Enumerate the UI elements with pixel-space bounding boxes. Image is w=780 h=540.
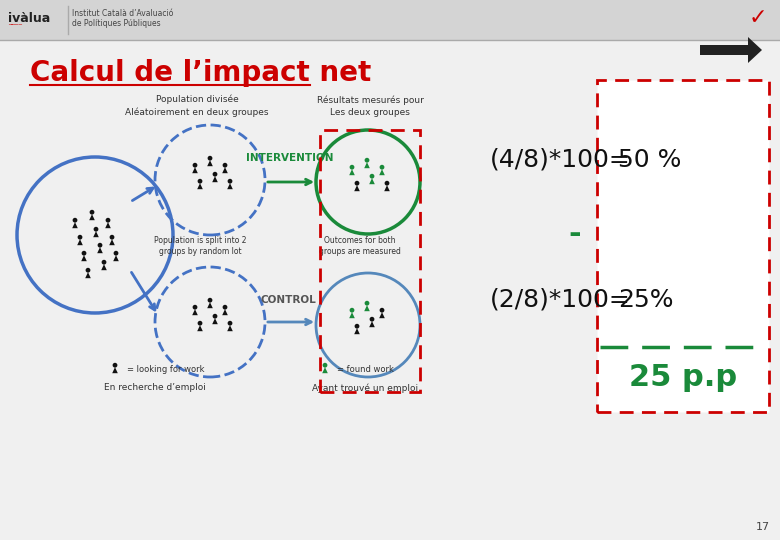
Text: INTERVENTION: INTERVENTION <box>246 153 334 163</box>
Circle shape <box>222 305 228 309</box>
Polygon shape <box>77 239 83 245</box>
Circle shape <box>101 260 106 265</box>
Polygon shape <box>192 309 198 315</box>
Circle shape <box>197 321 202 326</box>
Polygon shape <box>222 309 228 315</box>
Polygon shape <box>197 183 203 189</box>
Text: CONTROL: CONTROL <box>260 295 316 305</box>
Polygon shape <box>93 231 99 237</box>
Polygon shape <box>109 239 115 245</box>
Circle shape <box>112 363 118 368</box>
Polygon shape <box>192 167 198 173</box>
Circle shape <box>114 251 119 255</box>
Text: = found work: = found work <box>337 366 394 375</box>
Text: Calcul de l’impact net: Calcul de l’impact net <box>30 59 371 87</box>
Circle shape <box>213 314 218 319</box>
Polygon shape <box>212 176 218 182</box>
FancyBboxPatch shape <box>0 0 780 40</box>
Polygon shape <box>369 178 375 184</box>
Text: Résultats mesurés pour
Les deux groupes: Résultats mesurés pour Les deux groupes <box>317 96 424 117</box>
Circle shape <box>355 324 360 329</box>
Circle shape <box>323 363 328 368</box>
Circle shape <box>380 165 385 170</box>
Circle shape <box>94 227 98 232</box>
Circle shape <box>207 156 212 160</box>
Polygon shape <box>105 222 111 228</box>
Circle shape <box>90 210 94 214</box>
Polygon shape <box>385 185 390 191</box>
Polygon shape <box>227 325 232 331</box>
Circle shape <box>385 181 389 186</box>
Polygon shape <box>222 167 228 173</box>
Polygon shape <box>81 255 87 261</box>
Circle shape <box>193 163 197 167</box>
Circle shape <box>86 268 90 273</box>
Polygon shape <box>113 255 119 261</box>
Circle shape <box>207 298 212 302</box>
Circle shape <box>364 301 370 306</box>
Polygon shape <box>354 328 360 334</box>
Text: Ayant trouvé un emploi: Ayant trouvé un emploi <box>312 383 418 393</box>
Polygon shape <box>349 169 355 175</box>
Polygon shape <box>364 305 370 311</box>
Circle shape <box>228 179 232 184</box>
Text: de Polítiques Públiques: de Polítiques Públiques <box>72 19 161 29</box>
Circle shape <box>73 218 77 222</box>
Circle shape <box>355 181 360 186</box>
Polygon shape <box>354 185 360 191</box>
Circle shape <box>197 179 202 184</box>
Polygon shape <box>364 162 370 168</box>
Circle shape <box>349 165 354 170</box>
Circle shape <box>370 317 374 322</box>
Text: (2/8)*100=: (2/8)*100= <box>490 288 631 312</box>
Polygon shape <box>98 247 103 253</box>
Text: Population is split into 2
groups by random lot: Population is split into 2 groups by ran… <box>154 236 246 256</box>
Text: Outcomes for both
groups are measured: Outcomes for both groups are measured <box>319 236 401 256</box>
Text: En recherche d’emploi: En recherche d’emploi <box>104 383 206 393</box>
Polygon shape <box>349 312 355 318</box>
Text: Institut Català d’Avaluació: Institut Català d’Avaluació <box>72 10 173 18</box>
Polygon shape <box>89 214 95 220</box>
Polygon shape <box>700 37 762 63</box>
Polygon shape <box>112 367 118 373</box>
Text: 25 p.p: 25 p.p <box>629 362 737 392</box>
FancyBboxPatch shape <box>597 80 769 412</box>
Text: -: - <box>569 220 581 249</box>
Text: ____: ____ <box>8 19 22 25</box>
Text: = looking for work: = looking for work <box>127 366 204 375</box>
Text: Population divisée
Aléatoirement en deux groupes: Population divisée Aléatoirement en deux… <box>126 95 269 117</box>
Circle shape <box>82 251 87 255</box>
Polygon shape <box>369 321 375 327</box>
Polygon shape <box>85 272 90 278</box>
Polygon shape <box>379 312 385 318</box>
Circle shape <box>370 174 374 179</box>
Text: ✓: ✓ <box>749 8 768 28</box>
Text: ivàlua: ivàlua <box>8 11 50 24</box>
Polygon shape <box>227 183 232 189</box>
Text: 25%: 25% <box>618 288 673 312</box>
Text: 50 %: 50 % <box>618 148 682 172</box>
Circle shape <box>105 218 111 222</box>
Polygon shape <box>101 264 107 270</box>
Polygon shape <box>73 222 78 228</box>
Polygon shape <box>197 325 203 331</box>
Circle shape <box>349 308 354 313</box>
Polygon shape <box>379 169 385 175</box>
Text: 17: 17 <box>756 522 770 532</box>
Polygon shape <box>207 160 213 166</box>
Circle shape <box>98 243 102 248</box>
Circle shape <box>222 163 228 167</box>
Polygon shape <box>322 367 328 373</box>
Circle shape <box>213 172 218 177</box>
FancyBboxPatch shape <box>0 40 780 540</box>
Circle shape <box>380 308 385 313</box>
Polygon shape <box>207 302 213 308</box>
Circle shape <box>77 235 83 240</box>
Circle shape <box>364 158 370 163</box>
Circle shape <box>228 321 232 326</box>
Polygon shape <box>212 318 218 324</box>
Text: (4/8)*100=: (4/8)*100= <box>490 148 631 172</box>
Circle shape <box>193 305 197 309</box>
Circle shape <box>110 235 115 240</box>
